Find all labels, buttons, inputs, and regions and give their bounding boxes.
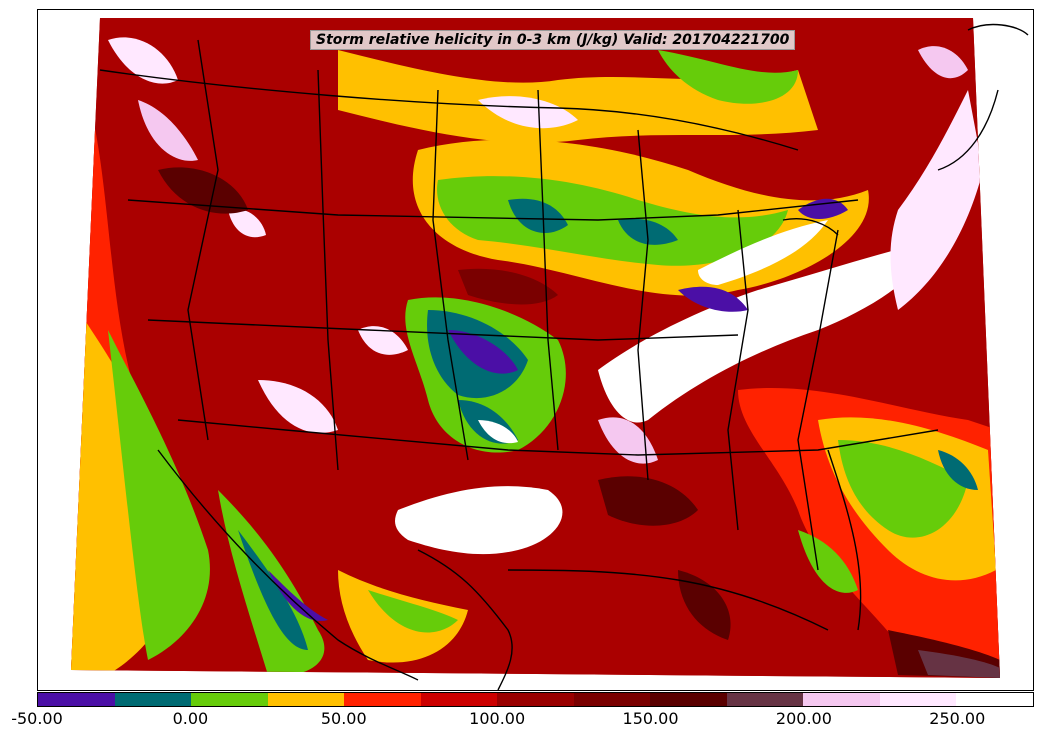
colorbar-tick-label: 150.00 xyxy=(622,709,679,728)
colorbar-tick-label: 0.00 xyxy=(172,709,209,728)
colorbar-segment xyxy=(267,693,345,706)
colorbar-segment xyxy=(573,693,651,706)
colorbar xyxy=(37,692,1034,707)
colorbar-segment xyxy=(420,693,498,706)
colorbar-segment xyxy=(726,693,804,706)
colorbar-segment xyxy=(191,693,268,706)
colorbar-segment xyxy=(114,693,192,706)
colorbar-segment xyxy=(879,693,957,706)
colorbar-ticks: -50.00 0.00 50.00 100.00 150.00 200.00 250.00 xyxy=(0,709,1044,734)
colorbar-tick-label: 100.00 xyxy=(469,709,526,728)
helicity-field xyxy=(71,18,1000,678)
helicity-map xyxy=(71,18,1029,690)
colorbar-tick-label: 50.00 xyxy=(320,709,367,728)
colorbar-segment xyxy=(344,693,421,706)
political-boundaries xyxy=(99,23,1029,690)
colorbar-segment xyxy=(650,693,727,706)
colorbar-segment xyxy=(803,693,880,706)
colorbar-segment xyxy=(956,693,1033,706)
map-title: Storm relative helicity in 0-3 km (J/kg)… xyxy=(310,30,796,50)
colorbar-tick-label: 200.00 xyxy=(775,709,832,728)
map-panel: Storm relative helicity in 0-3 km (J/kg)… xyxy=(37,9,1034,691)
colorbar-tick-label: -50.00 xyxy=(11,709,63,728)
colorbar-tick-label: 250.00 xyxy=(929,709,986,728)
colorbar-segment xyxy=(38,693,115,706)
colorbar-segment xyxy=(497,693,574,706)
